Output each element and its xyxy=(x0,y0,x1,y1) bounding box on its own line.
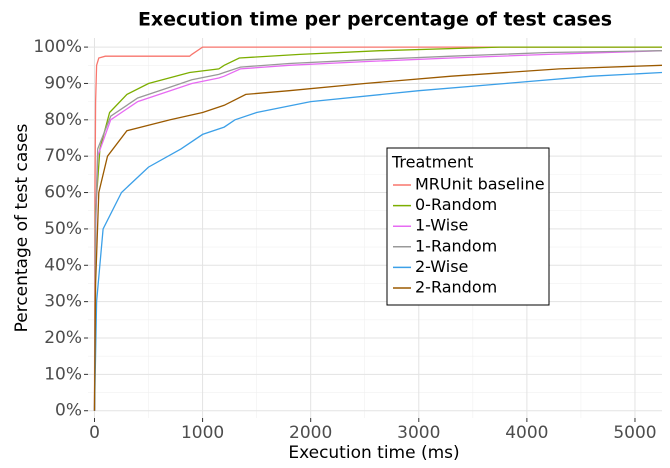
legend-label: 1-Wise xyxy=(415,216,468,235)
y-tick-label: 20% xyxy=(44,328,82,348)
series-line xyxy=(93,50,663,411)
legend-box xyxy=(386,147,550,306)
x-tick-label: 4000 xyxy=(505,423,548,443)
y-tick-label: 10% xyxy=(44,364,82,384)
y-tick-label: 70% xyxy=(44,146,82,166)
legend-label: 2-Random xyxy=(415,278,497,297)
legend-label: 2-Wise xyxy=(415,257,468,276)
series-line xyxy=(93,46,662,411)
y-tick-label: 100% xyxy=(33,37,82,57)
y-tick-label: 50% xyxy=(44,219,82,239)
y-axis-label: Percentage of test cases xyxy=(12,123,32,332)
y-tick-label: 90% xyxy=(44,73,82,93)
chart-title: Execution time per percentage of test ca… xyxy=(138,9,612,31)
y-tick-label: 30% xyxy=(44,292,82,312)
legend-label: 1-Random xyxy=(415,236,497,255)
y-tick-label: 40% xyxy=(44,255,82,275)
x-tick-label: 5000 xyxy=(613,423,656,443)
x-tick-label: 0 xyxy=(89,423,100,443)
x-axis-label: Execution time (ms) xyxy=(288,443,459,463)
legend-label: 0-Random xyxy=(415,195,497,214)
x-tick-label: 2000 xyxy=(289,423,332,443)
legend-label: MRUnit baseline xyxy=(415,175,545,194)
series-line xyxy=(93,46,662,411)
series-line xyxy=(93,64,663,411)
x-tick-label: 3000 xyxy=(397,423,440,443)
series-line xyxy=(93,71,663,411)
legend-title: Treatment xyxy=(391,153,473,172)
y-tick-label: 60% xyxy=(44,183,82,203)
x-tick-label: 1000 xyxy=(181,423,224,443)
y-tick-label: 80% xyxy=(44,110,82,130)
series-line xyxy=(93,50,663,411)
y-tick-label: 0% xyxy=(55,401,82,421)
